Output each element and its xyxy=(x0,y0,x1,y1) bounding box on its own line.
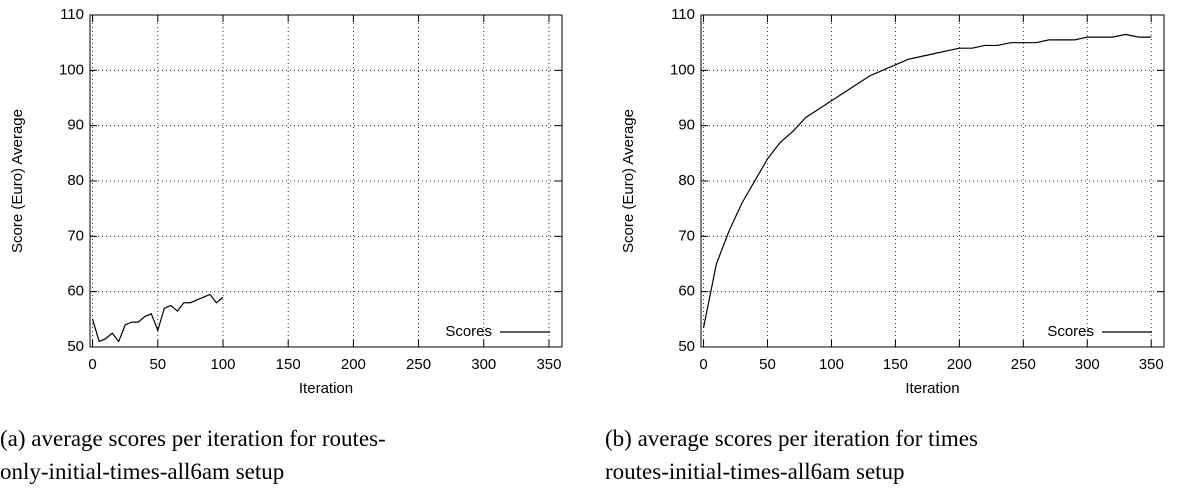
y-tick-label: 60 xyxy=(678,283,695,300)
caption: only-initial-times-all6am setup xyxy=(0,459,284,484)
y-axis-label: Score (Euro) Average xyxy=(9,109,26,253)
y-tick-label: 80 xyxy=(678,172,695,189)
x-tick-label: 100 xyxy=(210,356,235,373)
x-axis-label: Iteration xyxy=(905,380,959,397)
data-line xyxy=(702,33,1152,328)
y-tick-label: 80 xyxy=(67,172,84,189)
plot-frame xyxy=(89,14,563,348)
legend-label: Scores xyxy=(445,323,492,340)
y-tick-label: 60 xyxy=(67,283,84,300)
y-tick-label: 90 xyxy=(678,117,695,134)
x-tick-label: 200 xyxy=(947,356,972,373)
x-tick-label: 0 xyxy=(699,356,707,373)
y-tick-label: 70 xyxy=(678,227,695,244)
x-tick-label: 50 xyxy=(149,356,166,373)
y-tick-label: 110 xyxy=(671,6,695,23)
x-tick-label: 250 xyxy=(406,356,431,373)
x-tick-label: 150 xyxy=(276,356,301,373)
x-tick-label: 250 xyxy=(1011,356,1036,373)
caption: routes-initial-times-all6am setup xyxy=(605,459,905,484)
x-tick-label: 350 xyxy=(1139,356,1164,373)
plot-frame xyxy=(700,14,1165,348)
x-tick-label: 0 xyxy=(88,356,96,373)
y-tick-label: 100 xyxy=(670,61,695,78)
x-tick-label: 300 xyxy=(1075,356,1100,373)
x-tick-label: 300 xyxy=(471,356,496,373)
y-tick-label: 50 xyxy=(678,338,695,355)
y-tick-label: 110 xyxy=(60,6,84,23)
y-tick-label: 50 xyxy=(67,338,84,355)
data-line xyxy=(92,293,224,343)
x-tick-label: 350 xyxy=(536,356,561,373)
x-axis-label: Iteration xyxy=(299,380,353,397)
caption: (b) average scores per iteration for tim… xyxy=(605,426,978,451)
legend-label: Scores xyxy=(1047,323,1094,340)
y-axis-label: Score (Euro) Average xyxy=(620,109,637,253)
y-tick-label: 100 xyxy=(59,61,84,78)
y-tick-label: 70 xyxy=(67,227,84,244)
x-tick-label: 50 xyxy=(759,356,776,373)
x-tick-label: 200 xyxy=(341,356,366,373)
x-tick-label: 150 xyxy=(883,356,908,373)
x-tick-label: 100 xyxy=(819,356,844,373)
caption: (a) average scores per iteration for rou… xyxy=(0,426,386,451)
y-tick-label: 90 xyxy=(67,117,84,134)
